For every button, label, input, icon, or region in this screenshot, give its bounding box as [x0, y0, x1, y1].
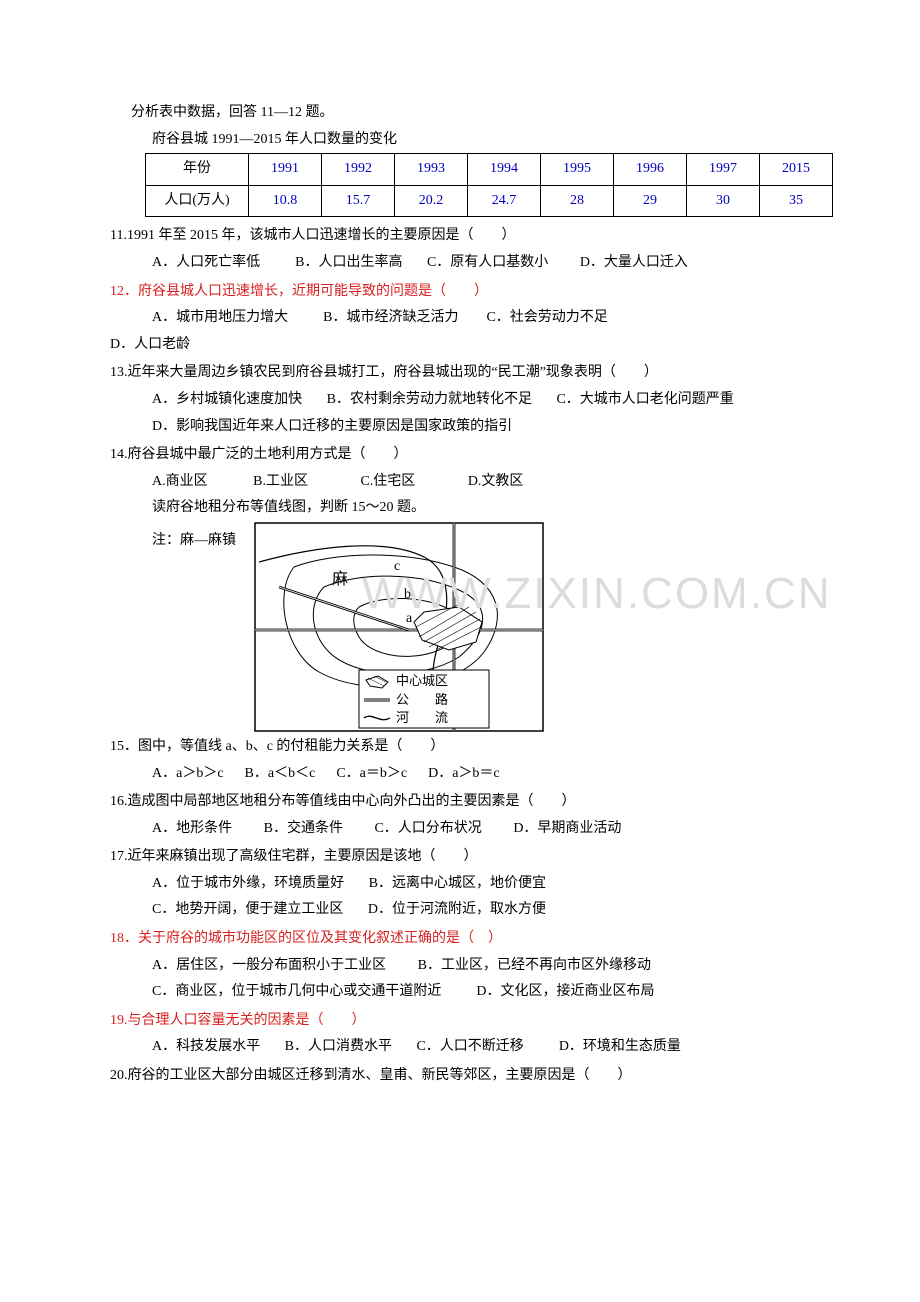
q14-b: B.工业区: [253, 474, 308, 489]
q19-a: A．科技发展水平: [152, 1039, 260, 1054]
table-title: 府谷县城 1991—2015 年人口数量的变化: [110, 127, 830, 154]
q15-text: 15．图中，等值线 a、b、c 的付租能力关系是（ ）: [110, 734, 830, 761]
year-cell: 1995: [541, 154, 614, 186]
q11-b: B．人口出生率高: [295, 255, 402, 270]
q17-a: A．位于城市外缘，环境质量好: [152, 876, 344, 891]
q11-d: D．大量人口迁入: [580, 255, 688, 270]
q17-d: D．位于河流附近，取水方便: [368, 902, 546, 917]
q17-c: C．地势开阔，便于建立工业区: [152, 902, 343, 917]
q12-a: A．城市用地压力增大: [152, 310, 288, 325]
year-cell: 1997: [687, 154, 760, 186]
q11-options: A．人口死亡率低 B．人口出生率高 C．原有人口基数小 D．大量人口迁入: [110, 250, 830, 277]
value-cell: 35: [760, 185, 833, 217]
legend-center: 中心城区: [396, 673, 448, 688]
map-note: 注：麻—麻镇: [152, 522, 236, 555]
q18-d: D．文化区，接近商业区布局: [476, 984, 654, 999]
figure-row: WWW.ZIXIN.COM.CN 注：麻—麻镇 麻 a b: [152, 522, 830, 732]
q13-options: A．乡村城镇化速度加快 B．农村剩余劳动力就地转化不足 C．大城市人口老化问题严…: [110, 387, 830, 414]
q13-b: B．农村剩余劳动力就地转化不足: [327, 392, 532, 407]
q19-options: A．科技发展水平 B．人口消费水平 C．人口不断迁移 D．环境和生态质量: [110, 1034, 830, 1061]
year-cell: 2015: [760, 154, 833, 186]
q18-b: B．工业区，已经不再向市区外缘移动: [418, 958, 651, 973]
q14-a: A.商业区: [152, 474, 208, 489]
year-cell: 1996: [614, 154, 687, 186]
q16-a: A．地形条件: [152, 821, 232, 836]
q16-b: B．交通条件: [264, 821, 343, 836]
q20-text: 20.府谷的工业区大部分由城区迁移到清水、皇甫、新民等郊区，主要原因是（ ）: [110, 1063, 830, 1090]
q13-c: C．大城市人口老化问题严重: [556, 392, 733, 407]
q13-d-line: D．影响我国近年来人口迁移的主要原因是国家政策的指引: [110, 414, 830, 441]
row-header-pop: 人口(万人): [146, 185, 249, 217]
q18-text: 18．关于府谷的城市功能区的区位及其变化叙述正确的是（ ）: [110, 926, 830, 953]
q17-b: B．远离中心城区，地价便宜: [369, 876, 546, 891]
year-cell: 1993: [395, 154, 468, 186]
q13-a: A．乡村城镇化速度加快: [152, 392, 302, 407]
map-intro: 读府谷地租分布等值线图，判断 15～20 题。: [110, 495, 830, 522]
value-cell: 24.7: [468, 185, 541, 217]
q12-text: 12．府谷县城人口迅速增长，近期可能导致的问题是（ ）: [110, 279, 830, 306]
q16-c: C．人口分布状况: [374, 821, 481, 836]
year-cell: 1992: [322, 154, 395, 186]
year-cell: 1991: [249, 154, 322, 186]
q11-text: 11.1991 年至 2015 年，该城市人口迅速增长的主要原因是（ ）: [110, 223, 830, 250]
q16-d: D．早期商业活动: [513, 821, 621, 836]
q14-c: C.住宅区: [360, 474, 415, 489]
q19-b: B．人口消费水平: [285, 1039, 392, 1054]
q19-text: 19.与合理人口容量无关的因素是（ ）: [110, 1008, 830, 1035]
q15-c: C．a＝b＞c: [336, 766, 407, 781]
map-label-b: b: [404, 587, 411, 602]
q19-d: D．环境和生态质量: [559, 1039, 681, 1054]
q12-options: A．城市用地压力增大 B．城市经济缺乏活力 C．社会劳动力不足 D．人口老龄: [110, 305, 830, 358]
table-row: 年份 1991 1992 1993 1994 1995 1996 1997 20…: [146, 154, 833, 186]
q18-a: A．居住区，一般分布面积小于工业区: [152, 958, 386, 973]
q13-text: 13.近年来大量周边乡镇农民到府谷县城打工，府谷县城出现的“民工潮”现象表明（ …: [110, 360, 830, 387]
map-label-c: c: [394, 559, 400, 574]
q12-b: B．城市经济缺乏活力: [323, 310, 458, 325]
q14-d: D.文教区: [468, 474, 524, 489]
q12-c: C．社会劳动力不足: [486, 310, 607, 325]
q15-a: A．a＞b＞c: [152, 766, 224, 781]
value-cell: 30: [687, 185, 760, 217]
value-cell: 20.2: [395, 185, 468, 217]
value-cell: 28: [541, 185, 614, 217]
q15-options: A．a＞b＞c B．a＜b＜c C．a＝b＞c D．a＞b＝c: [110, 761, 830, 788]
q17-options: A．位于城市外缘，环境质量好 B．远离中心城区，地价便宜 C．地势开阔，便于建立…: [110, 871, 830, 924]
q18-c: C．商业区，位于城市几何中心或交通干道附近: [152, 984, 441, 999]
q15-d: D．a＞b＝c: [428, 766, 500, 781]
intro-text: 分析表中数据，回答 11—12 题。: [110, 100, 830, 127]
population-table: 年份 1991 1992 1993 1994 1995 1996 1997 20…: [145, 153, 833, 217]
year-cell: 1994: [468, 154, 541, 186]
map-label-ma: 麻: [332, 570, 348, 588]
q15-b: B．a＜b＜c: [245, 766, 316, 781]
q18-options: A．居住区，一般分布面积小于工业区 B．工业区，已经不再向市区外缘移动 C．商业…: [110, 953, 830, 1006]
q11-c: C．原有人口基数小: [427, 255, 548, 270]
q17-text: 17.近年来麻镇出现了高级住宅群，主要原因是该地（ ）: [110, 844, 830, 871]
value-cell: 15.7: [322, 185, 395, 217]
row-header-year: 年份: [146, 154, 249, 186]
table-row: 人口(万人) 10.8 15.7 20.2 24.7 28 29 30 35: [146, 185, 833, 217]
value-cell: 10.8: [249, 185, 322, 217]
value-cell: 29: [614, 185, 687, 217]
q16-options: A．地形条件 B．交通条件 C．人口分布状况 D．早期商业活动: [110, 816, 830, 843]
q11-a: A．人口死亡率低: [152, 255, 260, 270]
q19-c: C．人口不断迁移: [416, 1039, 523, 1054]
map-label-a: a: [406, 611, 413, 626]
rent-map: 麻 a b c 中心城区 公 路 河 流: [254, 522, 544, 732]
q14-text: 14.府谷县城中最广泛的土地利用方式是（ ）: [110, 442, 830, 469]
q13-d: D．影响我国近年来人口迁移的主要原因是国家政策的指引: [152, 419, 512, 434]
legend-river: 河 流: [396, 710, 448, 725]
q12-d: D．人口老龄: [110, 337, 190, 352]
legend-road: 公 路: [396, 692, 448, 707]
q16-text: 16.造成图中局部地区地租分布等值线由中心向外凸出的主要因素是（ ）: [110, 789, 830, 816]
q14-options: A.商业区 B.工业区 C.住宅区 D.文教区: [110, 469, 830, 496]
